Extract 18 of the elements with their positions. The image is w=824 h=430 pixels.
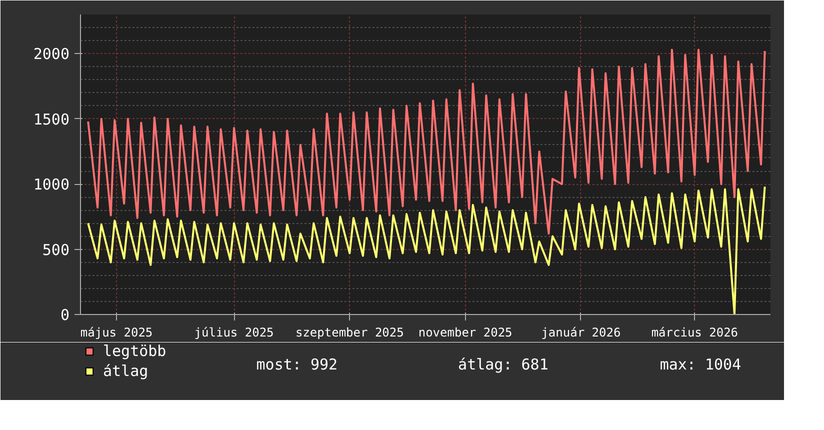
line-series (87, 48, 766, 235)
y-tick-label: 1000 (33, 176, 70, 194)
y-tick-label: 500 (42, 240, 70, 259)
text: most: 992 (256, 356, 338, 374)
line-series (87, 186, 766, 314)
legend-label: átlag (103, 362, 148, 380)
x-tick-label: július 2025 (194, 326, 274, 340)
y-tick-label: 2000 (33, 45, 70, 64)
x-tick-label: november 2025 (418, 326, 512, 340)
y-tick-label: 0 (60, 306, 70, 324)
legend-label: legtöbb (103, 342, 166, 360)
x-tick-label: szeptember 2025 (295, 326, 404, 340)
y-tick-label: 1500 (33, 110, 70, 128)
text: átlag: 681 (458, 356, 548, 374)
x-tick-label: május 2025 (80, 326, 153, 340)
x-tick-label: március 2026 (651, 326, 738, 340)
x-tick-label: január 2026 (541, 326, 621, 340)
text: max: 1004 (660, 356, 742, 374)
